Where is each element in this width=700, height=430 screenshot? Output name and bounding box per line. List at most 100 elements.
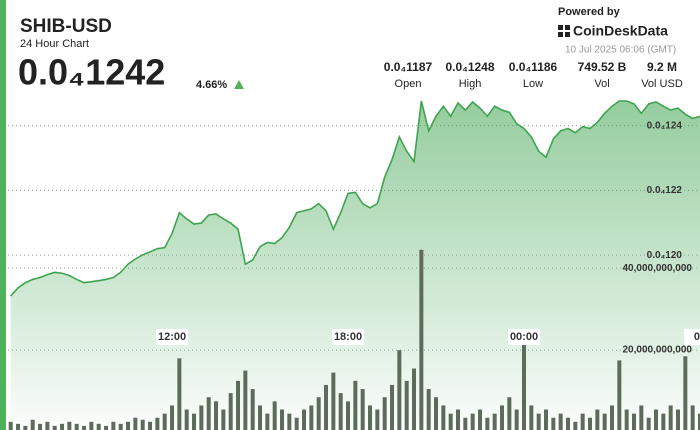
volume-bar <box>632 413 637 430</box>
volume-bar <box>162 413 167 430</box>
volume-bar <box>419 249 424 430</box>
volume-bar <box>177 358 182 430</box>
volume-bar <box>500 405 505 430</box>
x-tick-label: 18:00 <box>334 331 362 343</box>
volume-bar <box>668 405 673 430</box>
volume-bar <box>676 409 681 430</box>
volume-bar <box>338 393 343 430</box>
volume-bar <box>67 421 72 430</box>
y-tick-label: 0.0₄122 <box>647 185 683 196</box>
timestamp: 10 Jul 2025 06:06 (GMT) <box>565 45 676 56</box>
volume-bar <box>294 417 299 430</box>
volume-bar <box>258 405 263 430</box>
volume-bar <box>382 397 387 430</box>
volume-bar <box>23 425 28 430</box>
volume-bar <box>661 413 666 430</box>
volume-bar <box>184 409 189 430</box>
powered-by: Powered by <box>558 6 621 18</box>
volume-bar <box>478 409 483 430</box>
volume-bar <box>573 421 578 430</box>
stat-value: 0.0₄1248 <box>445 60 494 74</box>
volume-bar <box>610 405 615 430</box>
x-tick-label: 06 <box>694 331 700 343</box>
plot: 0.0₄120 0.0₄122 0.0₄124 20,000,000,000 40,00… <box>8 100 700 430</box>
volume-bar <box>390 384 395 430</box>
volume-bar <box>404 380 409 430</box>
volume-bar <box>52 425 57 430</box>
volume-bar <box>82 425 87 430</box>
volume-bar <box>265 413 270 430</box>
x-tick-label: 12:00 <box>158 331 186 343</box>
volume-bar <box>441 405 446 430</box>
volume-bar <box>214 401 219 430</box>
volume-bar <box>155 417 160 430</box>
volume-bar <box>133 417 138 430</box>
y-tick-label: 0.0₄120 <box>647 250 683 261</box>
stat-label: Open <box>395 78 422 90</box>
price: 0.0₄1242 <box>18 52 165 93</box>
volume-bar <box>324 384 329 430</box>
volume-bar <box>646 417 651 430</box>
volume-bar <box>368 405 373 430</box>
brand-logo <box>558 25 570 37</box>
volume-bar <box>8 421 13 430</box>
volume-bar <box>536 413 541 430</box>
volume-bar <box>104 425 109 430</box>
x-tick-bg <box>508 329 541 345</box>
volume-bar <box>302 409 307 430</box>
volume-bar <box>243 370 248 430</box>
volume-bar <box>221 409 226 430</box>
volume-bar <box>148 421 153 430</box>
volume-bar <box>96 423 101 430</box>
volume-bar <box>397 350 402 430</box>
volume-bar <box>346 401 351 430</box>
volume-bar <box>228 393 233 430</box>
volume-bar <box>192 413 197 430</box>
price-change: 4.66% <box>196 79 227 91</box>
volume-bar <box>309 405 314 430</box>
symbol: SHIB-USD <box>20 16 112 37</box>
volume-bar <box>250 389 255 430</box>
volume-bar <box>206 397 211 430</box>
volume-bar <box>580 413 585 430</box>
volume-bar <box>118 423 123 430</box>
x-tick-bg <box>684 329 700 345</box>
stat-label: Vol USD <box>641 78 683 90</box>
volume-bar <box>529 405 534 430</box>
volume-bar <box>426 389 431 430</box>
stats: 0.0₄1187 Open 0.0₄1248 High 0.0₄1186 Low 749.5… <box>384 60 683 90</box>
volume-bar <box>551 417 556 430</box>
volume-bar <box>16 423 21 430</box>
volume-bar <box>470 413 475 430</box>
volume-bar <box>45 421 50 430</box>
volume-bar <box>331 372 336 430</box>
volume-bar <box>595 409 600 430</box>
x-tick-bg <box>332 329 365 345</box>
price-line <box>10 100 700 297</box>
volume-bar <box>522 333 527 430</box>
volume-bar <box>485 417 490 430</box>
volume-bar <box>30 419 35 430</box>
x-tick-label: 00:00 <box>510 331 538 343</box>
volume-bar <box>360 389 365 430</box>
stat-value: 9.2 M <box>647 60 677 74</box>
volume-bar <box>558 413 563 430</box>
volume-bar <box>624 409 629 430</box>
volume-bar <box>456 409 461 430</box>
volume-bar <box>566 417 571 430</box>
volume-bar <box>170 405 175 430</box>
volume-bar <box>38 423 43 430</box>
volume-bar <box>111 421 116 430</box>
volume-bar <box>272 401 277 430</box>
volume-bar <box>507 397 512 430</box>
volume-bar <box>588 417 593 430</box>
volume-bar <box>463 417 468 430</box>
subtitle: 24 Hour Chart <box>20 38 89 50</box>
volume-bar <box>89 421 94 430</box>
x-tick-bg <box>156 329 189 345</box>
volume-bar <box>602 413 607 430</box>
volume-bar <box>353 380 358 430</box>
volume-bar <box>236 380 241 430</box>
volume-bar <box>514 409 519 430</box>
